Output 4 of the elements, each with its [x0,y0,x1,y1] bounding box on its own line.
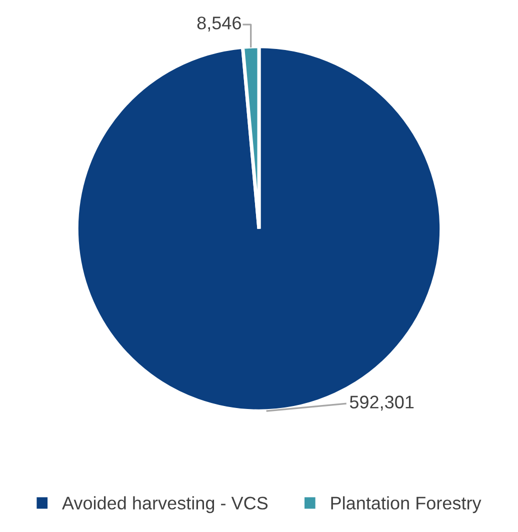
data-label: 8,546 [197,16,241,32]
legend-label: Avoided harvesting - VCS [62,496,268,514]
data-label: 592,301 [350,396,414,411]
legend-label: Plantation Forestry [331,496,482,514]
